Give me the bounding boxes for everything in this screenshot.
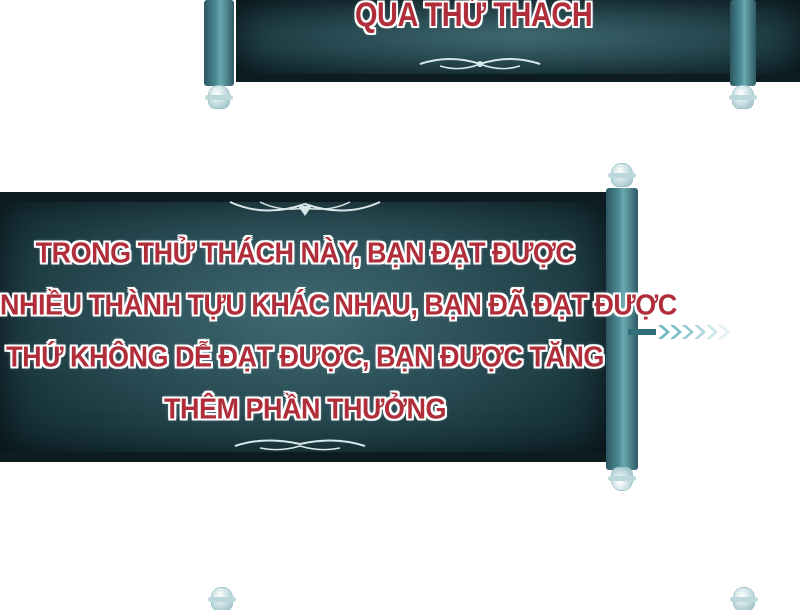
main-scroll-right-top-knob-icon — [608, 164, 636, 186]
chevron-trail-icon — [628, 325, 730, 339]
main-scroll-panel — [0, 196, 606, 458]
main-scroll-right-bottom-knob-icon — [612, 468, 632, 490]
top-scroll-title: QUA THỬ THÁCH — [355, 0, 593, 34]
top-scroll-ornament-icon — [419, 58, 541, 70]
main-scroll-line-4: THÊM PHẦN THƯỞNG — [164, 393, 446, 425]
main-scroll-top-band — [0, 192, 606, 202]
main-scroll-top-ornament-icon — [229, 201, 381, 216]
main-scroll-line-3: THỨ KHÔNG DỄ ĐẠT ĐƯỢC, BẠN ĐƯỢC TĂNG — [6, 341, 604, 373]
top-scroll-left-knob-icon — [205, 86, 233, 108]
top-scroll-bottom-band — [236, 74, 800, 82]
main-scroll-line-1: TRONG THỬ THÁCH NÀY, BẠN ĐẠT ĐƯỢC — [35, 237, 575, 269]
top-scroll-right-rod — [730, 0, 756, 86]
bottom-scroll-right-knob-icon — [730, 588, 758, 610]
bottom-scroll-left-knob-icon — [208, 588, 236, 610]
top-scroll-right-knob-icon — [729, 86, 757, 108]
main-scroll-bottom-band — [0, 452, 606, 462]
main-scroll-line-2: NHIỀU THÀNH TỰU KHÁC NHAU, BẠN ĐÃ ĐẠT ĐƯ… — [0, 289, 677, 321]
top-scroll-left-rod — [204, 0, 234, 86]
main-scroll-bottom-ornament-icon — [234, 439, 366, 451]
